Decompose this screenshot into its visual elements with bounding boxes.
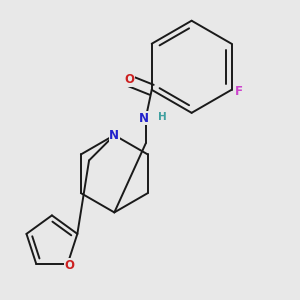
Text: N: N: [109, 129, 119, 142]
Text: O: O: [124, 73, 134, 86]
Text: H: H: [158, 112, 167, 122]
Text: N: N: [139, 112, 149, 124]
Text: O: O: [64, 259, 74, 272]
Text: F: F: [235, 85, 243, 98]
